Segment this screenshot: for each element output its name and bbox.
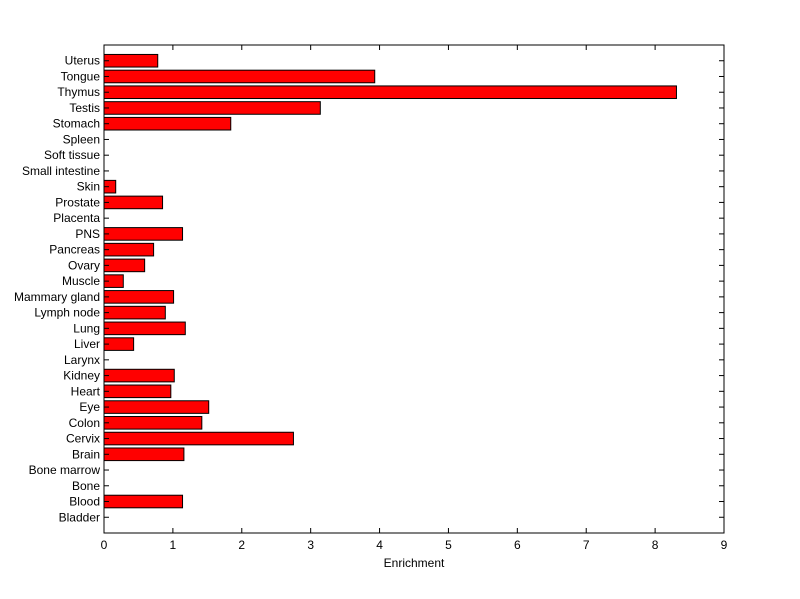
x-tick-label: 8 (652, 538, 659, 552)
y-tick-label: Lung (73, 321, 100, 335)
bar-testis (103, 101, 321, 115)
y-tick-label: Testis (69, 101, 100, 115)
x-tick-label: 5 (445, 538, 452, 552)
y-tick-label: Brain (72, 447, 100, 461)
y-tick-label: Soft tissue (44, 148, 100, 162)
y-tick-label: Small intestine (22, 164, 100, 178)
y-tick-label: Placenta (53, 211, 100, 225)
y-tick-label: Liver (74, 337, 100, 351)
bar-thymus (103, 85, 677, 100)
bar-pns (103, 227, 184, 241)
y-tick-label: Cervix (66, 432, 100, 446)
y-tick-label: Colon (69, 416, 100, 430)
x-tick-label: 3 (307, 538, 314, 552)
y-tick-label: Eye (79, 400, 100, 414)
y-tick-label: Thymus (57, 85, 100, 99)
bar-blood (103, 494, 184, 509)
bar-uterus (103, 53, 159, 68)
bar-stomach (103, 116, 232, 131)
y-tick-label: Tongue (61, 69, 101, 83)
x-tick-labels: 0 1 2 3 4 5 6 7 8 9 (101, 538, 728, 552)
bar-lymph-node (103, 305, 166, 320)
y-tick-label: PNS (75, 227, 100, 241)
y-tick-label: Mammary gland (14, 290, 100, 304)
bar-eye (103, 400, 210, 414)
y-tick-label: Pancreas (49, 243, 100, 257)
bar-kidney (103, 368, 175, 383)
y-tick-label: Blood (69, 495, 100, 509)
y-tick-label: Bladder (59, 510, 100, 524)
y-tick-label: Bone marrow (29, 463, 101, 477)
y-tick-label: Bone (72, 479, 100, 493)
x-tick-label: 2 (238, 538, 245, 552)
x-axis-label: Enrichment (384, 556, 445, 570)
bar-mammary-gland (103, 290, 175, 304)
y-tick-label: Muscle (62, 274, 100, 288)
bar-ovary (103, 258, 146, 273)
x-tick-label: 9 (721, 538, 728, 552)
y-tick-label: Larynx (64, 353, 100, 367)
x-tick-label: 4 (376, 538, 383, 552)
y-tick-label: Prostate (55, 195, 100, 209)
y-tick-label: Stomach (53, 117, 100, 131)
plot-frame (103, 44, 725, 534)
x-tick-label: 6 (514, 538, 521, 552)
y-tick-label: Lymph node (34, 306, 100, 320)
y-tick-label: Ovary (68, 258, 100, 272)
bar-colon (103, 416, 203, 430)
bars-group (103, 53, 677, 509)
ticks-group (103, 45, 725, 533)
bar-tongue (103, 69, 376, 84)
y-tick-label: Heart (71, 384, 101, 398)
bar-cervix (103, 431, 294, 446)
y-tick-label: Skin (77, 180, 100, 194)
x-tick-label: 1 (170, 538, 177, 552)
bar-lung (103, 321, 186, 336)
bar-pancreas (103, 242, 155, 257)
y-tick-label: Kidney (63, 369, 100, 383)
x-tick-label: 0 (101, 538, 108, 552)
x-tick-label: 7 (583, 538, 590, 552)
y-tick-label: Uterus (65, 54, 100, 68)
bar-heart (103, 384, 172, 399)
bar-brain (103, 447, 185, 462)
y-tick-label: Spleen (63, 132, 100, 146)
bar-prostate (103, 195, 164, 210)
